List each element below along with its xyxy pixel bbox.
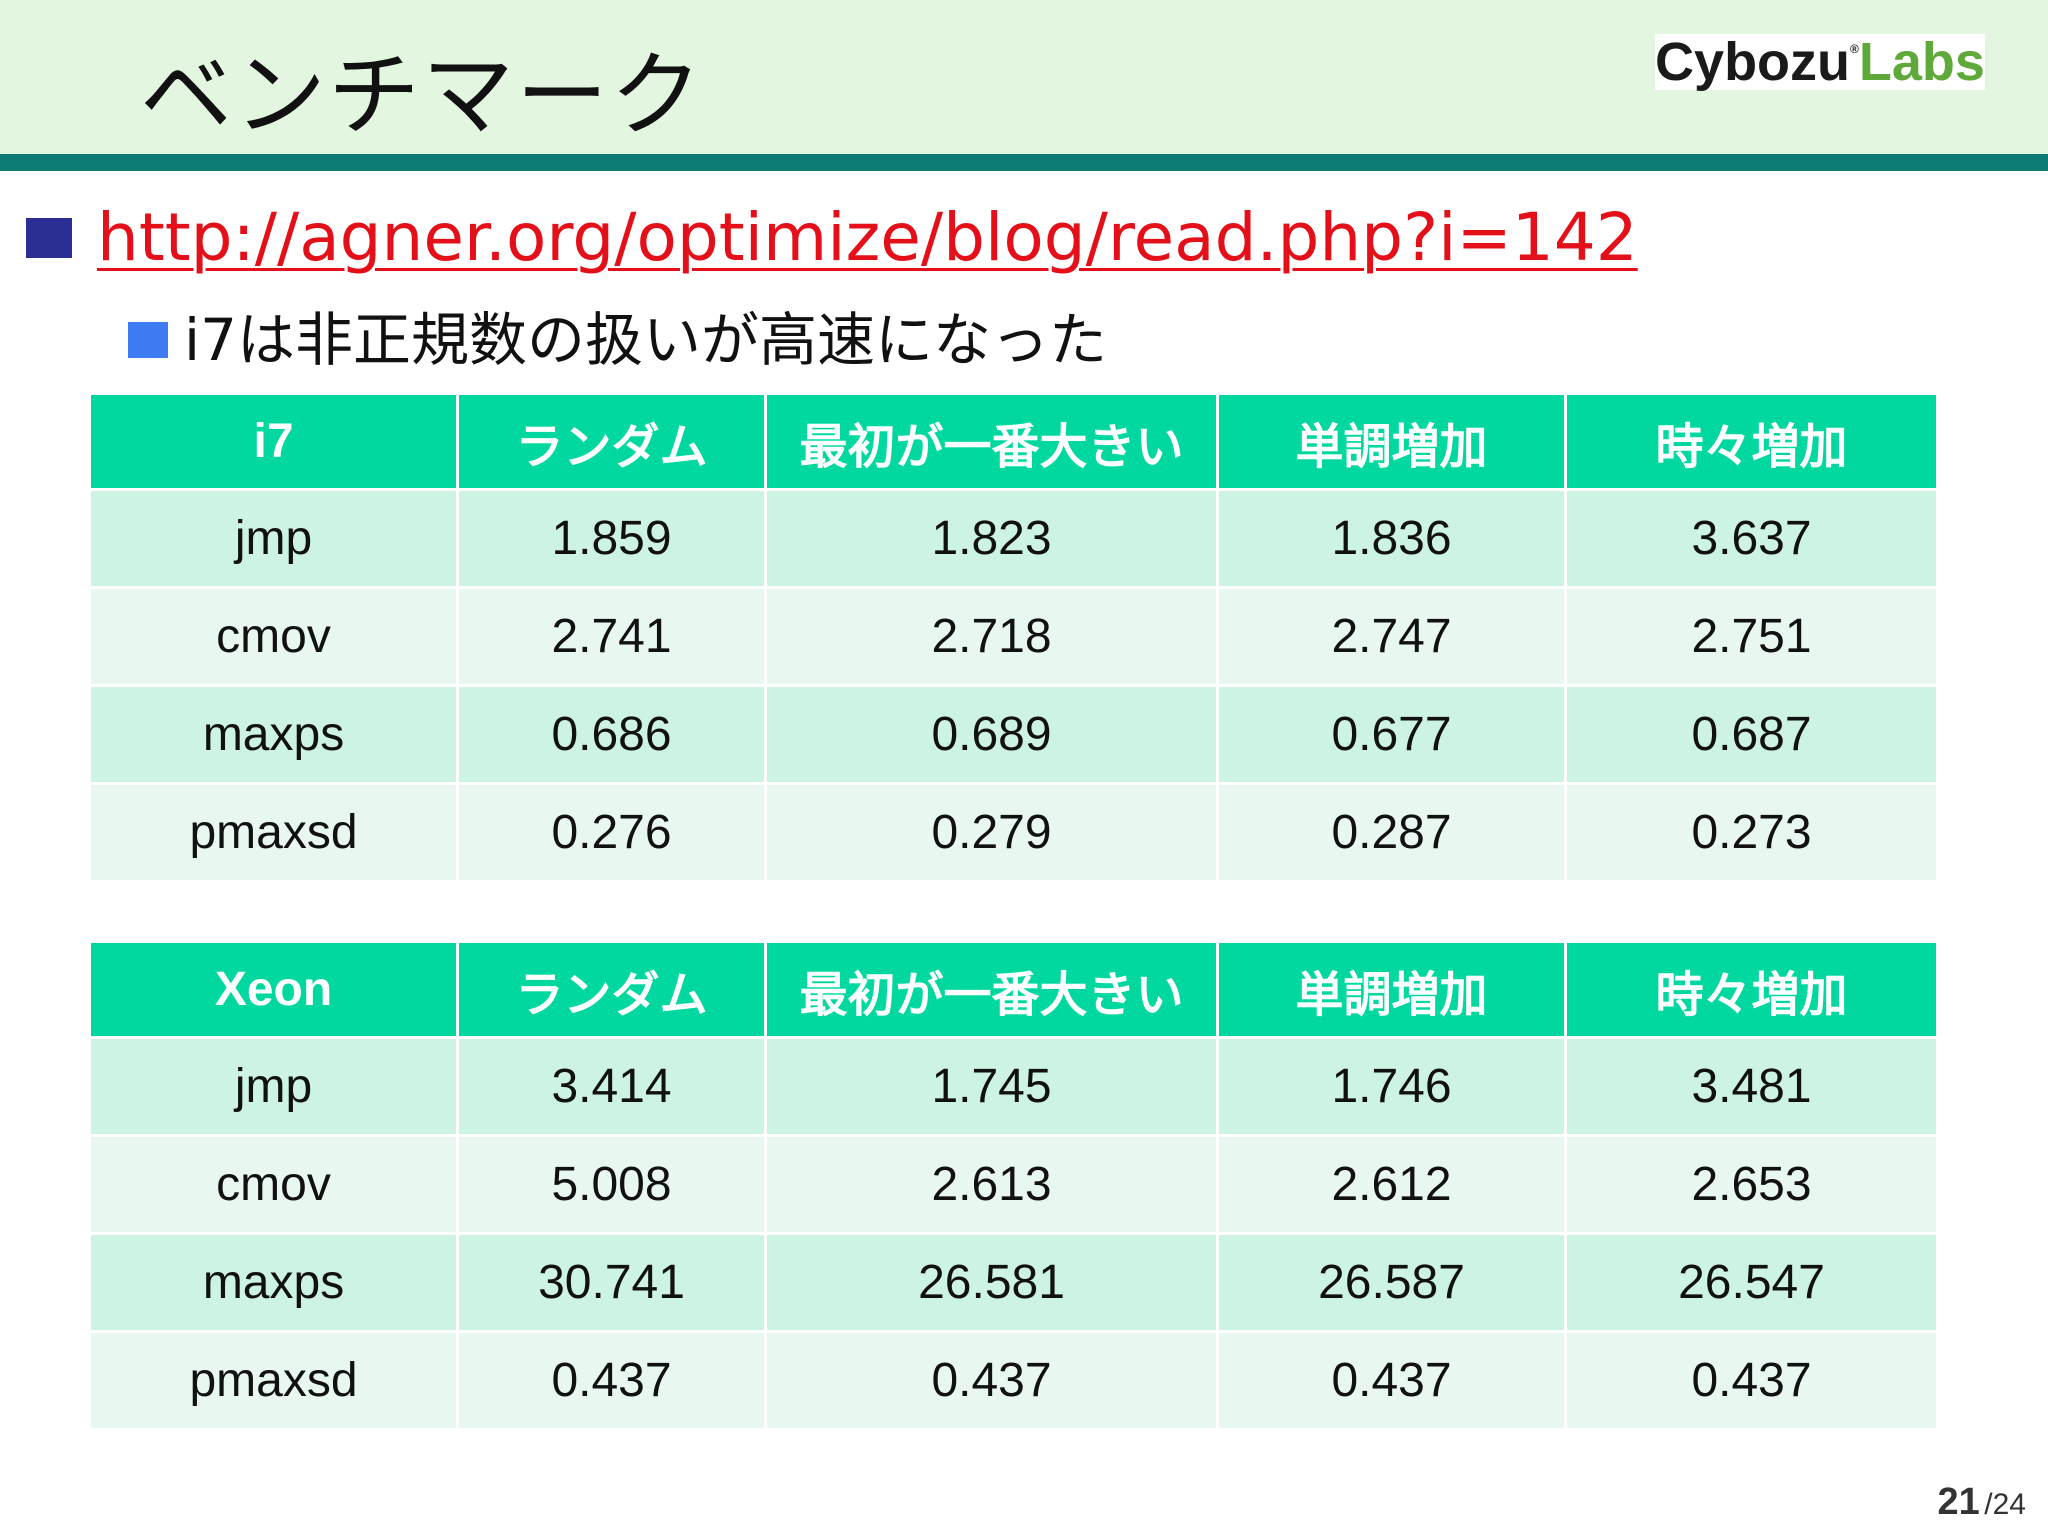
row-label: cmov bbox=[88, 586, 459, 687]
table-cell: 3.481 bbox=[1564, 1036, 1939, 1137]
table-cell: 5.008 bbox=[456, 1134, 767, 1235]
logo-text-labs: Labs bbox=[1858, 32, 1985, 92]
table-cell: 0.437 bbox=[1564, 1330, 1939, 1431]
benchmark-table-xeon: Xeon ランダム 最初が一番大きい 単調増加 時々増加 jmp 3.414 1… bbox=[88, 940, 1939, 1431]
table-cell: 0.689 bbox=[764, 684, 1219, 785]
table-cell: 2.612 bbox=[1216, 1134, 1567, 1235]
header-cell-first-largest: 最初が一番大きい bbox=[764, 392, 1219, 491]
table-cell: 1.859 bbox=[456, 488, 767, 589]
table-cell: 26.587 bbox=[1216, 1232, 1567, 1333]
table-cell: 0.437 bbox=[1216, 1330, 1567, 1431]
table-cell: 0.287 bbox=[1216, 782, 1567, 883]
table-cell: 2.718 bbox=[764, 586, 1219, 687]
table-cell: 1.746 bbox=[1216, 1036, 1567, 1137]
page-current: 21 bbox=[1937, 1481, 1980, 1523]
row-label: jmp bbox=[88, 1036, 459, 1137]
logo-text-cybozu: Cybozu bbox=[1655, 32, 1851, 92]
cybozu-labs-logo: Cybozu ® Labs bbox=[1655, 32, 1985, 92]
table-row: pmaxsd 0.437 0.437 0.437 0.437 bbox=[88, 1330, 1939, 1431]
row-label: maxps bbox=[88, 684, 459, 785]
header-cell-monotonic: 単調増加 bbox=[1216, 392, 1567, 491]
table-cell: 1.745 bbox=[764, 1036, 1219, 1137]
table-row: cmov 2.741 2.718 2.747 2.751 bbox=[88, 586, 1939, 687]
table-cell: 0.677 bbox=[1216, 684, 1567, 785]
page-total: /24 bbox=[1984, 1488, 2026, 1521]
row-label: cmov bbox=[88, 1134, 459, 1235]
table-cell: 26.547 bbox=[1564, 1232, 1939, 1333]
table-cell: 2.747 bbox=[1216, 586, 1567, 687]
row-label: jmp bbox=[88, 488, 459, 589]
table-cell: 3.637 bbox=[1564, 488, 1939, 589]
header-cell-cpu: Xeon bbox=[88, 940, 459, 1039]
sub-bullet-square-icon bbox=[128, 322, 168, 358]
logo-registered-mark: ® bbox=[1850, 42, 1859, 56]
table-cell: 30.741 bbox=[456, 1232, 767, 1333]
table-row: pmaxsd 0.276 0.279 0.287 0.273 bbox=[88, 782, 1939, 883]
table-cell: 0.273 bbox=[1564, 782, 1939, 883]
row-label: pmaxsd bbox=[88, 1330, 459, 1431]
sub-bullet-text: i7は非正規数の扱いが高速になった bbox=[184, 306, 1108, 374]
header-cell-occasional: 時々増加 bbox=[1564, 940, 1939, 1039]
bullet-square-icon bbox=[26, 218, 72, 258]
row-label: maxps bbox=[88, 1232, 459, 1333]
table-cell: 2.751 bbox=[1564, 586, 1939, 687]
table-cell: 0.437 bbox=[764, 1330, 1219, 1431]
table-cell: 2.741 bbox=[456, 586, 767, 687]
table-row: maxps 0.686 0.689 0.677 0.687 bbox=[88, 684, 1939, 785]
title-rule bbox=[0, 154, 2048, 171]
header-cell-random: ランダム bbox=[456, 940, 767, 1039]
table-row: jmp 3.414 1.745 1.746 3.481 bbox=[88, 1036, 1939, 1137]
table-row: maxps 30.741 26.581 26.587 26.547 bbox=[88, 1232, 1939, 1333]
table-cell: 1.836 bbox=[1216, 488, 1567, 589]
table-cell: 0.276 bbox=[456, 782, 767, 883]
table-cell: 0.687 bbox=[1564, 684, 1939, 785]
agner-blog-link[interactable]: http://agner.org/optimize/blog/read.php?… bbox=[97, 199, 1638, 276]
table-cell: 3.414 bbox=[456, 1036, 767, 1137]
benchmark-table-i7: i7 ランダム 最初が一番大きい 単調増加 時々増加 jmp 1.859 1.8… bbox=[88, 392, 1939, 883]
table-cell: 0.279 bbox=[764, 782, 1219, 883]
header-cell-monotonic: 単調増加 bbox=[1216, 940, 1567, 1039]
header-cell-occasional: 時々増加 bbox=[1564, 392, 1939, 491]
table-cell: 0.437 bbox=[456, 1330, 767, 1431]
table-row: cmov 5.008 2.613 2.612 2.653 bbox=[88, 1134, 1939, 1235]
row-label: pmaxsd bbox=[88, 782, 459, 883]
table-cell: 2.653 bbox=[1564, 1134, 1939, 1235]
table-header-row: Xeon ランダム 最初が一番大きい 単調増加 時々増加 bbox=[88, 940, 1939, 1039]
table-row: jmp 1.859 1.823 1.836 3.637 bbox=[88, 488, 1939, 589]
header-cell-first-largest: 最初が一番大きい bbox=[764, 940, 1219, 1039]
table-cell: 2.613 bbox=[764, 1134, 1219, 1235]
header-cell-random: ランダム bbox=[456, 392, 767, 491]
page-number: 21 /24 bbox=[1938, 1481, 2026, 1524]
table-cell: 0.686 bbox=[456, 684, 767, 785]
table-cell: 1.823 bbox=[764, 488, 1219, 589]
table-cell: 26.581 bbox=[764, 1232, 1219, 1333]
header-cell-cpu: i7 bbox=[88, 392, 459, 491]
table-header-row: i7 ランダム 最初が一番大きい 単調増加 時々増加 bbox=[88, 392, 1939, 491]
slide-title: ベンチマーク bbox=[140, 42, 705, 149]
